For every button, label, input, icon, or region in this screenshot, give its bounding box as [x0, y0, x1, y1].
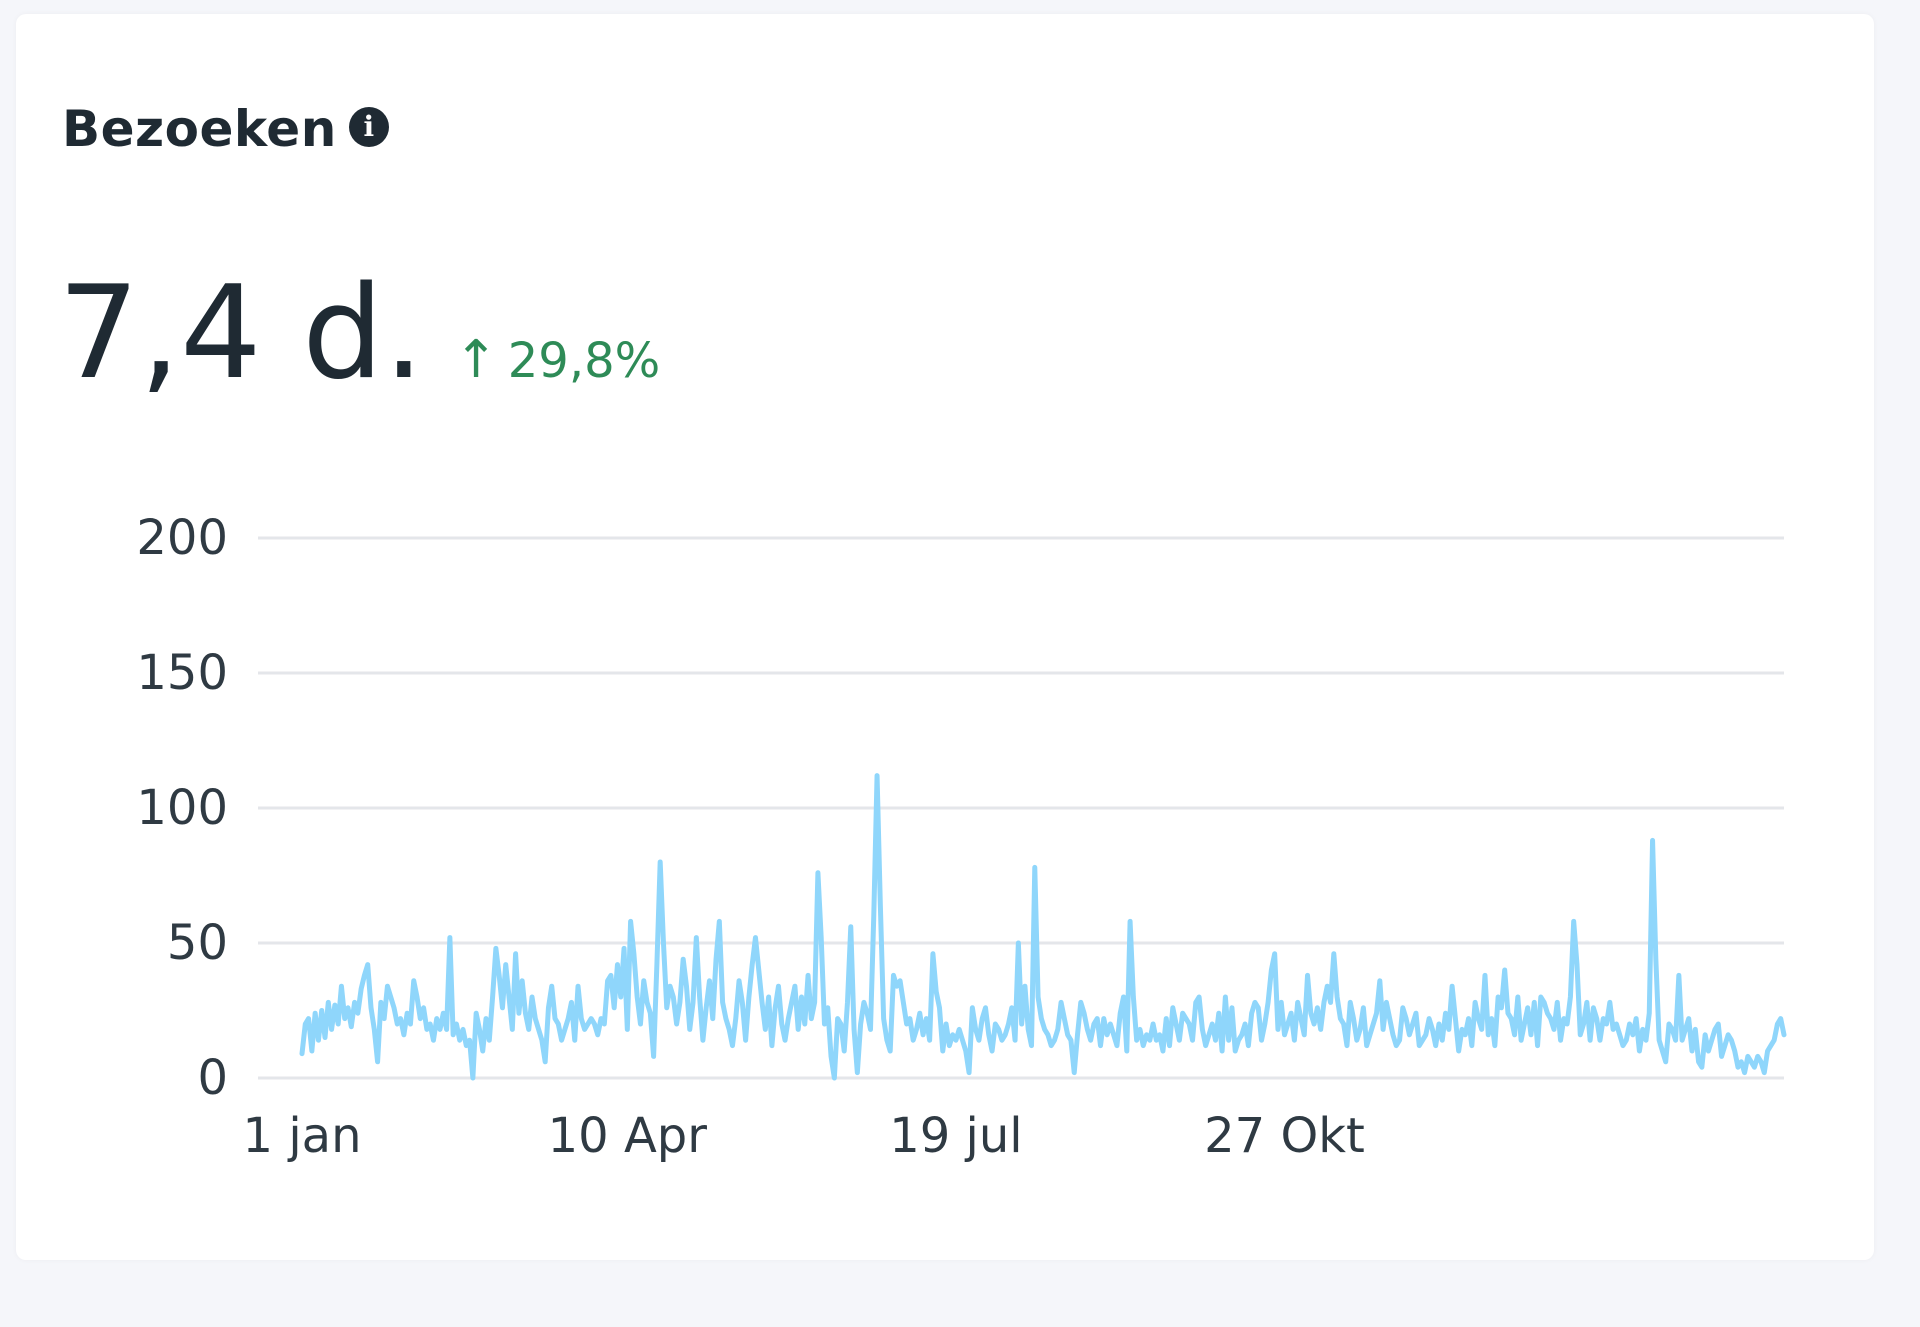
info-icon[interactable]: i [348, 107, 389, 147]
y-tick-label: 0 [197, 1050, 228, 1106]
metric-value: 7,4 d. [58, 259, 425, 408]
y-tick-label: 200 [136, 510, 228, 566]
x-tick-label: 1 jan [243, 1108, 362, 1164]
metric-summary: 7,4 d. ↑ 29,8% [58, 270, 660, 398]
y-tick-label: 150 [136, 645, 228, 701]
x-tick-label: 10 Apr [548, 1108, 708, 1164]
y-tick-label: 50 [167, 915, 228, 971]
delta-value: 29,8% [507, 333, 661, 389]
x-tick-label: 27 Okt [1204, 1108, 1365, 1164]
metric-delta: ↑ 29,8% [454, 330, 660, 390]
arrow-up-icon: ↑ [454, 330, 498, 390]
x-tick-label: 19 jul [889, 1108, 1022, 1164]
card-header: Bezoeken i [62, 100, 389, 158]
visits-card [16, 14, 1874, 1260]
card-title: Bezoeken [62, 100, 337, 158]
y-tick-label: 100 [136, 780, 228, 836]
series-line [299, 773, 1787, 1081]
